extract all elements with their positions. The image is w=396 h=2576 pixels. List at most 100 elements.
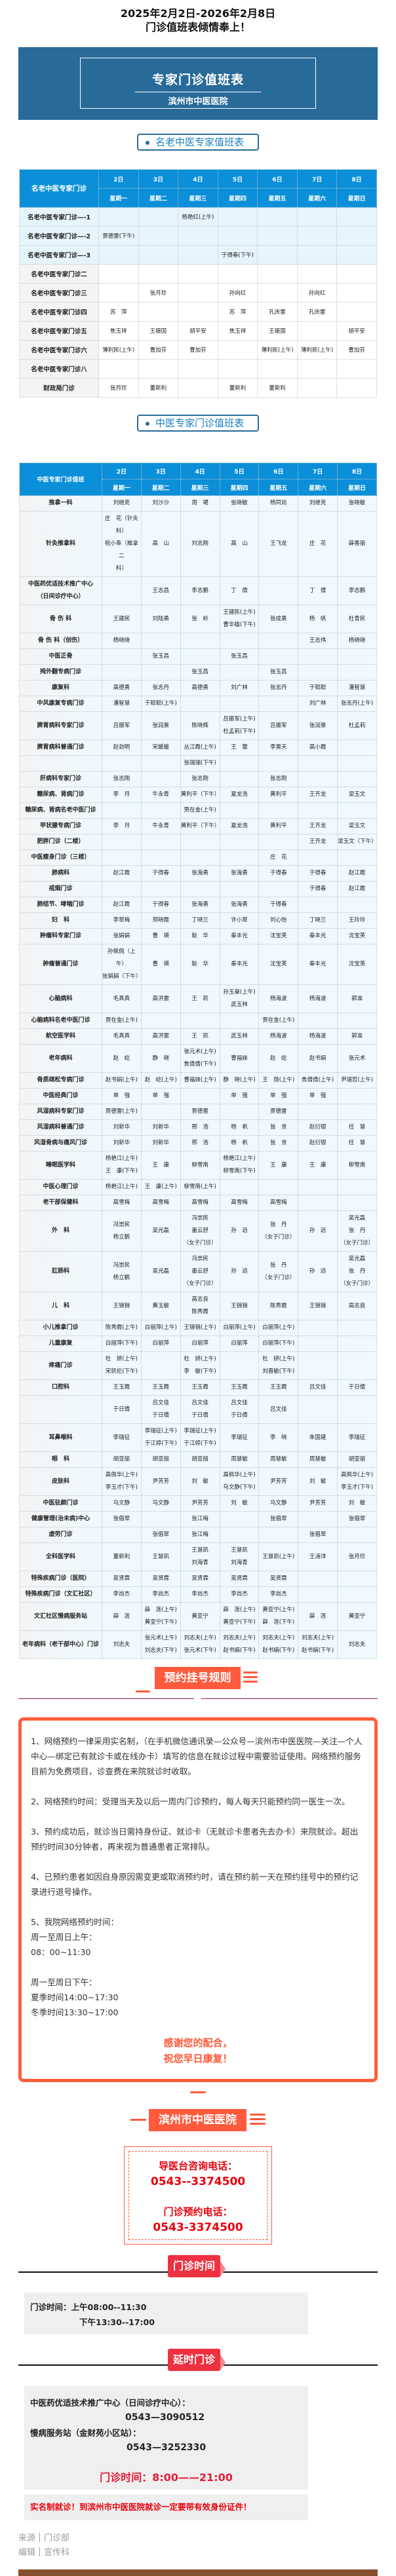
- pm-label: 周一至周日下午：: [31, 1977, 97, 1987]
- weekday-header: 星期五: [257, 188, 298, 208]
- date-header: 6日: [258, 462, 299, 479]
- header-slogan: 门诊值班表倾情奉上！: [145, 21, 250, 33]
- doctor-cell: 李尚杰: [180, 1586, 220, 1603]
- doctor-cell: 杨同尚: [258, 495, 299, 512]
- doctor-cell: 薄利民(上午): [257, 340, 298, 360]
- doctor-cell: [102, 648, 142, 665]
- doctor-cell: 张润景: [298, 711, 338, 740]
- doctor-cell: 张 岭: [180, 605, 220, 633]
- clinic-name: 拇外翻专病门诊: [19, 664, 102, 681]
- decor-dash: [130, 2119, 146, 2121]
- source-label: 来源: [18, 2533, 36, 2543]
- table-row: 肺病科 赵江霞 于得春 张海勇 张海勇 于得春 于得春 赵江霞: [19, 865, 377, 882]
- table-row: 脾胃病科普通门诊 赵劲明 宋媛媛 丛江霞(上午) 王 蕾李昊天 高小霞: [19, 739, 377, 756]
- doctor-cell: [337, 1351, 377, 1380]
- doctor-cell: 王 凯: [180, 984, 220, 1013]
- doctor-cell: [298, 897, 338, 913]
- doctor-cell: 李尚杰: [140, 1586, 181, 1603]
- doctor-cell: [298, 849, 338, 866]
- doctor-cell: 高雪梅: [102, 1195, 142, 1211]
- doctor-cell: 王齐龙: [298, 834, 338, 850]
- clinic-name: 耳鼻喉科: [19, 1423, 102, 1452]
- doctor-cell: 贾德雷: [258, 1104, 299, 1120]
- doctor-cell: 焦玉祥: [98, 321, 139, 341]
- doctor-cell: [140, 771, 181, 787]
- doctor-cell: 周慧敏: [298, 1451, 338, 1468]
- doctor-cell: 杜 妍(上午) 宋凯伦(下午): [102, 1351, 142, 1380]
- doctor-cell: 夏龙浩: [219, 818, 260, 834]
- doctor-cell: 刘新华: [102, 1119, 142, 1136]
- table-row: 中医驻颜门诊 马文静 马文静 尹芳芳刘 敏马文静 尹芳芳刘 敏: [19, 1495, 377, 1512]
- table-row: 皮肤科 高佩华(上午) 李玉才(下午) 尹芳芳刘 敏高佩华(上午) 马文静(下午) 尹…: [19, 1467, 377, 1496]
- doctor-cell: 赵衍银: [298, 1135, 338, 1151]
- doctor-cell: 尹芳芳: [298, 1495, 338, 1512]
- date-header: 7日: [298, 462, 338, 479]
- divider: [18, 1698, 194, 1699]
- doctor-cell: 孙佩佩（上午） 张娟娟（下午）: [102, 944, 142, 985]
- table-row: 名老中医专家门诊三 张月珍 孙向红 孙向红: [19, 283, 377, 303]
- doctor-cell: [178, 283, 218, 303]
- doctor-cell: 张玉昌: [258, 664, 299, 681]
- doctor-cell: 董新利: [102, 1542, 142, 1571]
- doctor-cell: [296, 245, 338, 265]
- doctor-cell: [257, 226, 298, 246]
- doctor-cell: 白丽萍: [219, 1335, 260, 1352]
- table-row: 文汇社区慢病服务站薛 莲薛 莲(上午) 黄亚宁(下午) 黄亚宁薛 莲(上午) 黄亚…: [19, 1602, 377, 1631]
- clinic-name: 中医正骨: [19, 648, 102, 665]
- table-corner: 中医专家门诊值班: [19, 462, 102, 496]
- doctor-cell: 薛 莲: [298, 1602, 338, 1631]
- doctor-cell: 张瑞瑞(下午): [180, 755, 220, 772]
- doctor-cell: 刘志夫(上午) 赵书娟(下午): [219, 1630, 260, 1659]
- rule-item: 4、已预约患者如因自身原因需变更或取消预约时，请在预约前一天在预约挂号中的预约记…: [31, 1872, 359, 1897]
- center-1-phone[interactable]: 0543—3090512: [125, 2412, 205, 2423]
- doctor-cell: 于得春: [298, 881, 338, 897]
- clinic-hours-am: 门诊时间：上午08:00--11:30: [30, 2302, 147, 2312]
- table-row: 风湿病科专家门诊 贾德雷(上午) 贾德雷 贾德雷: [19, 1104, 377, 1120]
- doctor-cell: 李瑞征(上午) 于江婷(下午): [140, 1423, 181, 1452]
- doctor-cell: [140, 881, 181, 897]
- table-row: 名老中医专家门诊二: [19, 264, 377, 284]
- clinic-name: 老干部保健科: [19, 1195, 102, 1211]
- table-row: 名老中医专家门诊—-2 贾德雷(下午): [19, 226, 377, 246]
- weekday-header: 星期三: [178, 188, 218, 208]
- clinic-name: 心脑病科名老中医门诊: [19, 1013, 102, 1029]
- clinic-name: 针灸推拿科: [19, 511, 102, 577]
- doctor-cell: 杨艳江(上午) 柳雪南(下午): [219, 1151, 260, 1180]
- table-row: 骨 伤 科（创伤） 杨晓晓 王志伟 杨晓晓: [19, 633, 377, 649]
- doctor-cell: 王振国: [138, 321, 179, 341]
- date-header: 8日: [336, 169, 377, 189]
- doctor-cell: [337, 897, 377, 913]
- senior-expert-schedule-table: 名老中医专家门诊 2日 3日 4日 5日 6日 7日 8日 星期一 星期二 星期三 星期四 星期五 星期…: [19, 169, 377, 398]
- clinic-name: 风湿骨病与痛风门诊: [19, 1135, 102, 1151]
- doctor-cell: [336, 264, 377, 284]
- doctor-cell: 周 珺: [180, 495, 220, 512]
- doctor-cell: [98, 264, 139, 284]
- bullet-icon: [146, 422, 149, 426]
- tcm-expert-schedule-table: 中医专家门诊值班 2日 3日 4日 5日 6日 7日 8日 星期一 星期二 星期三 星期四 星期五 星期…: [19, 462, 377, 1659]
- phone-box: 导医台咨询电话： 0543--3374500 门诊预约电话： 0543-3374…: [124, 2146, 272, 2245]
- doctor-cell: [217, 340, 258, 360]
- doctor-cell: [298, 1104, 338, 1120]
- winter-time: 冬季时间13:30~17:00: [31, 2007, 119, 2017]
- doctor-cell: 马文静: [102, 1495, 142, 1512]
- doctor-cell: [298, 1571, 338, 1587]
- doctor-cell: 黄亚宁(上午) 薛 莲(下午): [258, 1602, 299, 1631]
- doctor-cell: 高洪雷: [140, 1028, 181, 1045]
- am-label: 周一至周日上午：: [31, 1932, 97, 1942]
- doctor-cell: 张倡翠: [102, 1511, 142, 1527]
- center-2-phone[interactable]: 0543—3252330: [127, 2442, 207, 2453]
- footer-bar: [18, 2569, 378, 2576]
- doctor-cell: 曹福妹(上午): [180, 1072, 220, 1089]
- doctor-cell: 梁玉文: [337, 818, 377, 834]
- doctor-cell: 张元术(上午) 焦倩倩(下午): [180, 1044, 220, 1073]
- doctor-cell: [140, 755, 181, 772]
- weekday-header: 星期三: [180, 479, 220, 496]
- bullet-icon: [146, 141, 149, 145]
- doctor-cell: [337, 1013, 377, 1029]
- appointment-phone-number[interactable]: 0543-3374500: [153, 2221, 243, 2234]
- guide-phone-number[interactable]: 0543--3374500: [150, 2175, 246, 2188]
- doctor-cell: 尹芳芳: [140, 1467, 181, 1496]
- clinic-name: 名老中医专家门诊四: [19, 302, 99, 322]
- doctor-cell: 牛永青: [140, 818, 181, 834]
- doctor-cell: 曹加芬: [138, 340, 179, 360]
